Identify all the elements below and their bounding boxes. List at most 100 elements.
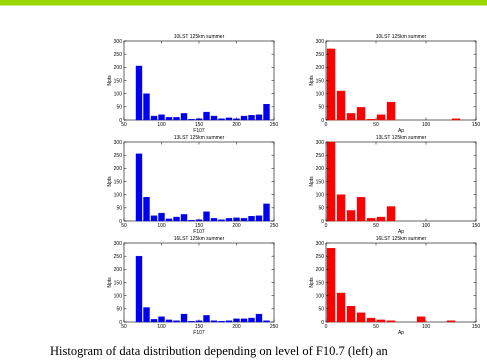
x-tick-label: 50 <box>121 324 127 330</box>
histogram-bar <box>336 292 346 323</box>
chart-title: 13LST 125km summer <box>376 135 427 141</box>
y-tick-label: 0 <box>119 118 122 124</box>
y-tick-label: 0 <box>321 118 324 124</box>
histogram-bar <box>188 220 195 222</box>
y-axis-label: Npts <box>107 75 113 86</box>
y-tick-label: 50 <box>116 105 122 111</box>
histogram-bar <box>416 316 426 323</box>
histogram-bar <box>326 248 336 323</box>
histogram-bar <box>240 318 248 323</box>
y-tick-label: 300 <box>316 241 325 247</box>
histogram-bar <box>165 218 173 222</box>
histogram-bar <box>263 203 270 222</box>
y-tick-label: 300 <box>316 39 325 45</box>
histogram-bar <box>188 119 195 121</box>
histogram-bar <box>210 320 218 323</box>
plot-frame <box>325 141 477 222</box>
histogram-bar <box>240 115 248 121</box>
plot-frame <box>325 40 477 121</box>
histogram-bar <box>346 210 356 222</box>
x-tick-label: 0 <box>325 324 328 330</box>
y-tick-label: 100 <box>316 293 325 299</box>
x-tick-label: 0 <box>325 223 328 229</box>
histogram-bar <box>366 218 376 222</box>
y-axis-label: Npts <box>107 176 113 187</box>
y-tick-label: 200 <box>316 267 325 273</box>
x-tick-label: 150 <box>195 324 204 330</box>
y-tick-label: 150 <box>114 78 123 84</box>
x-tick-label: 50 <box>121 122 127 128</box>
histogram-bar <box>255 114 263 121</box>
chart-title: 10LST 125km summer <box>376 34 427 40</box>
histogram-bar <box>210 115 218 121</box>
chart-title: 16LST 125km summer <box>174 236 225 242</box>
x-tick-label: 250 <box>270 122 279 128</box>
y-tick-label: 50 <box>116 206 122 212</box>
y-axis-label: Npts <box>107 277 113 288</box>
x-axis-label: F107 <box>193 128 205 134</box>
histogram-bar <box>165 319 173 323</box>
x-tick-label: 100 <box>422 122 431 128</box>
y-tick-label: 100 <box>114 293 123 299</box>
x-tick-label: 100 <box>157 324 166 330</box>
chart-title: 13LST 125km summer <box>174 135 225 141</box>
x-tick-label: 100 <box>422 223 431 229</box>
y-tick-label: 100 <box>316 91 325 97</box>
histogram-bar <box>386 206 396 222</box>
x-tick-label: 200 <box>232 324 241 330</box>
x-tick-label: 50 <box>121 223 127 229</box>
chart-title: 16LST 125km summer <box>376 236 427 242</box>
y-tick-label: 200 <box>316 166 325 172</box>
x-axis-label: F107 <box>193 229 205 235</box>
y-tick-label: 0 <box>119 219 122 225</box>
y-tick-label: 300 <box>114 241 123 247</box>
y-tick-label: 150 <box>114 280 123 286</box>
histogram-bar <box>218 321 225 323</box>
x-tick-label: 50 <box>373 122 379 128</box>
y-tick-label: 250 <box>316 254 325 260</box>
histogram-bar <box>135 65 143 121</box>
slide-top-bar <box>0 0 487 5</box>
histogram-bar <box>356 197 366 222</box>
histogram-bar <box>218 118 225 121</box>
y-tick-label: 100 <box>316 192 325 198</box>
histogram-bar <box>336 90 346 121</box>
histogram-bar <box>386 320 396 323</box>
y-tick-label: 50 <box>116 307 122 313</box>
histogram-bar <box>135 153 143 222</box>
caption-text: Histogram of data distribution depending… <box>50 344 388 358</box>
histogram-bar <box>135 255 143 323</box>
histogram-bar <box>248 115 255 121</box>
histogram-bar <box>255 215 263 222</box>
chart-title: 10LST 125km summer <box>174 34 225 40</box>
histogram-bar <box>143 93 150 121</box>
histogram-bar <box>356 312 366 323</box>
histogram-bar <box>248 317 255 323</box>
y-tick-label: 0 <box>119 320 122 326</box>
histogram-bar <box>143 197 150 222</box>
histogram-bar <box>356 107 366 121</box>
histogram-bar <box>218 219 225 222</box>
y-axis-label: Npts <box>309 277 315 288</box>
histogram-bar <box>336 194 346 222</box>
y-axis-label: Npts <box>309 176 315 187</box>
y-tick-label: 200 <box>114 65 123 71</box>
histogram-bar <box>173 216 180 222</box>
histogram-bar <box>165 117 173 121</box>
y-tick-label: 250 <box>114 254 123 260</box>
y-tick-label: 250 <box>316 52 325 58</box>
histogram-bar <box>210 218 218 222</box>
histogram-bar <box>366 317 376 323</box>
histogram-bar <box>203 315 210 323</box>
y-tick-label: 100 <box>114 192 123 198</box>
histogram-bar <box>180 113 188 121</box>
histogram-panel: 16LST 125km summer 0 50 100 150 200 250 300 0 50 1… <box>309 236 480 336</box>
x-tick-label: 100 <box>157 122 166 128</box>
y-tick-label: 250 <box>114 52 123 58</box>
x-tick-label: 100 <box>157 223 166 229</box>
y-tick-label: 150 <box>316 179 325 185</box>
histogram-bar <box>263 320 270 323</box>
